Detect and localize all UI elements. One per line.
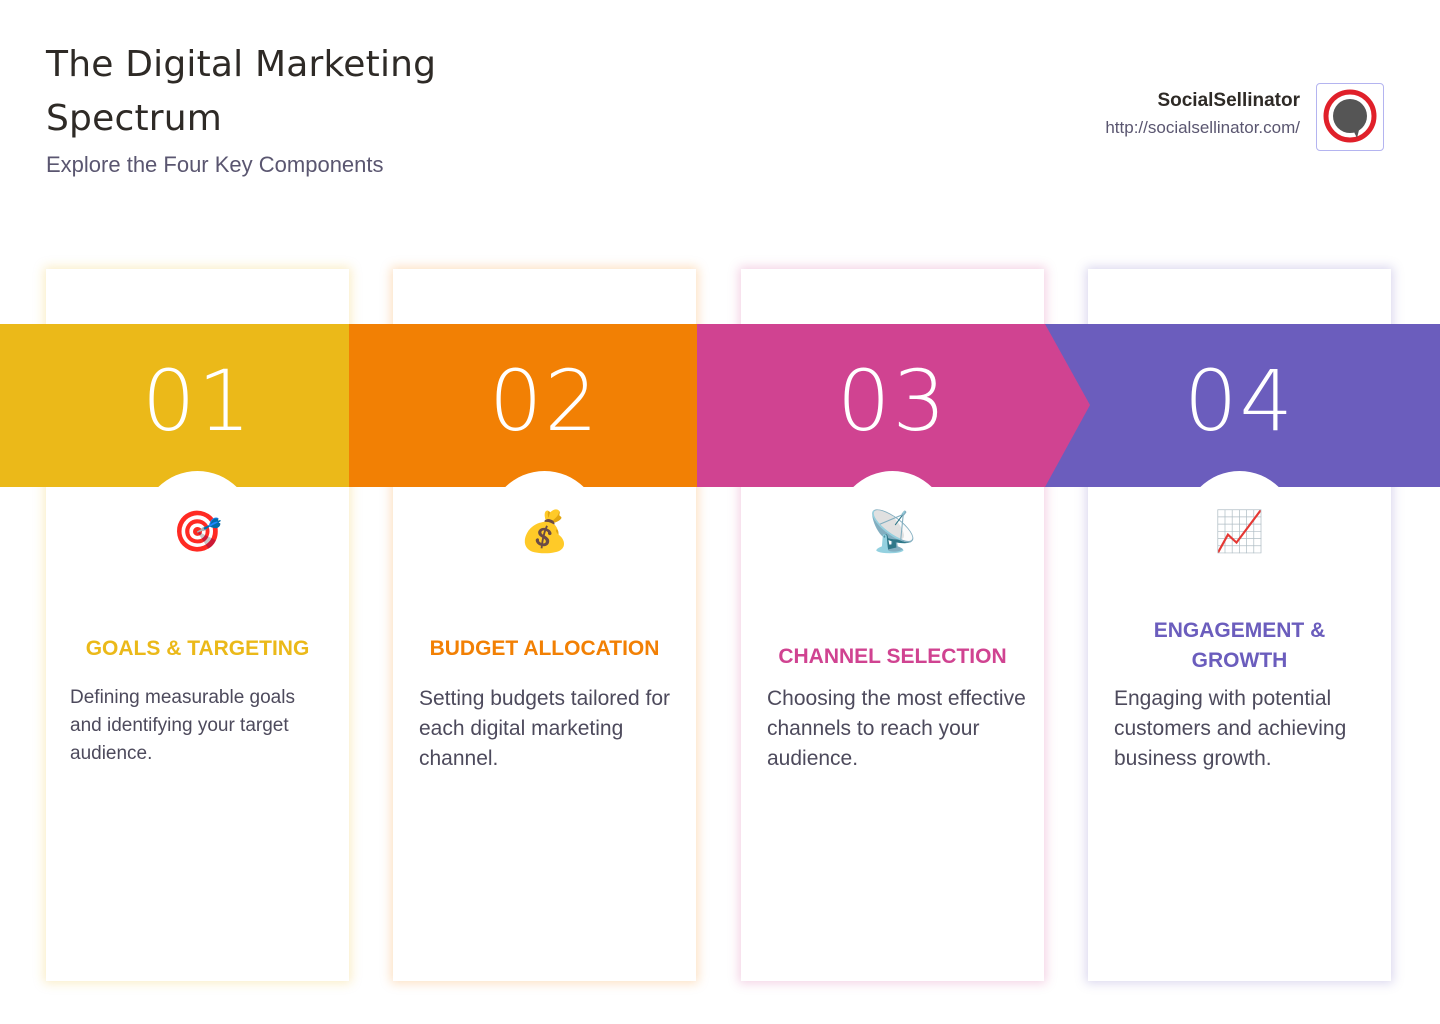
step-number: 01 [142, 352, 253, 450]
brand-url[interactable]: http://socialsellinator.com/ [1105, 118, 1300, 137]
target-icon: 🎯 [172, 510, 223, 554]
satellite-dish-icon: 📡 [867, 510, 918, 554]
step-description: Defining measurable goals and identifyin… [70, 687, 295, 764]
step-description: Choosing the most effective channels to … [767, 687, 1026, 770]
step-number: 02 [489, 352, 600, 450]
step-title: BUDGET ALLOCATION [429, 637, 660, 660]
brand-name: SocialSellinator [1157, 90, 1300, 111]
money-bag-icon: 💰 [519, 510, 570, 554]
chart-increasing-icon: 📈 [1214, 510, 1265, 554]
page-subtitle: Explore the Four Key Components [46, 152, 384, 177]
step-title: GOALS & TARGETING [85, 637, 310, 660]
step-title: ENGAGEMENT & GROWTH [1153, 619, 1326, 672]
brand-block: SocialSellinator http://socialsellinator… [1105, 90, 1300, 138]
step-description: Engaging with potential customers and ac… [1114, 687, 1347, 770]
step-number: 04 [1184, 352, 1295, 450]
brand-logo [1316, 83, 1384, 151]
page-title: The Digital Marketing Spectrum [46, 44, 437, 139]
step-title: CHANNEL SELECTION [778, 645, 1007, 668]
speech-bubble-logo-icon [1323, 89, 1377, 143]
step-number: 03 [837, 352, 948, 450]
step-description: Setting budgets tailored for each digita… [419, 687, 670, 770]
